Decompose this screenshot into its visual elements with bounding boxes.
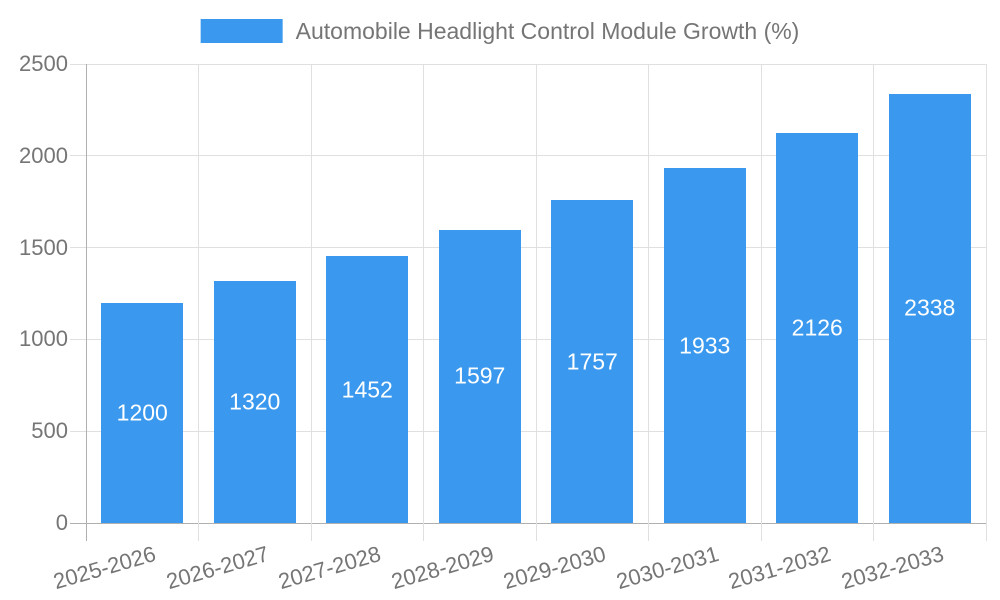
bar[interactable]	[213, 280, 296, 523]
v-gridline	[310, 64, 312, 541]
h-gridline	[70, 430, 986, 432]
v-gridline	[985, 64, 987, 541]
y-tick-label: 1500	[19, 234, 68, 260]
h-gridline	[70, 63, 986, 65]
v-gridline	[873, 64, 874, 541]
bar-value-label: 1452	[341, 376, 393, 403]
v-gridline	[760, 64, 762, 541]
bar[interactable]	[663, 168, 746, 523]
legend-label: Automobile Headlight Control Module Grow…	[295, 18, 800, 44]
chart-legend-item[interactable]: Automobile Headlight Control Module Grow…	[200, 18, 800, 44]
bar[interactable]	[326, 256, 409, 523]
bar[interactable]	[438, 229, 521, 523]
bar[interactable]	[888, 93, 971, 523]
legend-swatch-icon	[200, 19, 283, 43]
x-axis-line	[70, 522, 986, 524]
bar-value-label: 1597	[454, 362, 506, 389]
h-gridline	[70, 247, 986, 249]
bar-value-label: 2338	[904, 294, 956, 321]
v-gridline	[198, 64, 199, 541]
x-tick-label: 2028-2029	[388, 541, 497, 595]
h-gridline	[70, 338, 986, 340]
x-tick-label: 2030-2031	[613, 541, 722, 595]
x-tick-label: 2026-2027	[163, 541, 272, 595]
v-gridline	[648, 64, 649, 541]
bar-value-label: 1757	[566, 348, 618, 375]
bar-value-label: 1933	[679, 332, 731, 359]
bar[interactable]	[101, 302, 184, 523]
bar[interactable]	[776, 132, 859, 523]
x-tick-label: 2025-2026	[50, 541, 159, 595]
bar-value-label: 2126	[791, 314, 843, 341]
x-tick-label: 2027-2028	[275, 541, 384, 595]
x-tick-label: 2032-2033	[838, 541, 947, 595]
x-tick-label: 2029-2030	[500, 541, 609, 595]
v-gridline	[535, 64, 537, 541]
h-gridline	[70, 155, 986, 157]
bar-value-label: 1320	[229, 388, 281, 415]
bar-value-label: 1200	[116, 399, 168, 426]
y-axis-line	[85, 64, 87, 541]
bar[interactable]	[551, 200, 634, 523]
v-gridline	[423, 64, 424, 541]
y-tick-label: 0	[55, 510, 68, 535]
y-tick-label: 1000	[19, 326, 68, 352]
y-tick-label: 2500	[19, 51, 68, 76]
y-tick-label: 2000	[19, 142, 68, 168]
y-tick-label: 500	[31, 418, 68, 444]
x-tick-label: 2031-2032	[725, 541, 834, 595]
